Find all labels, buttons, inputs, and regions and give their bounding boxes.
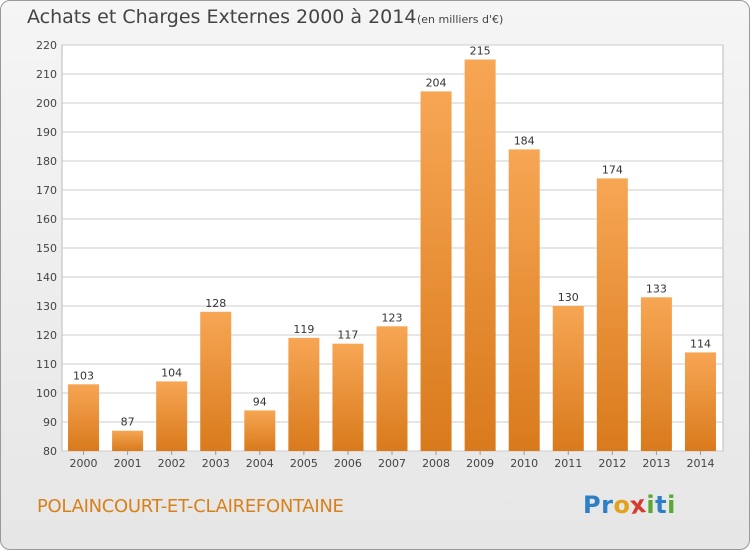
value-label-2010: 184 (514, 134, 535, 147)
x-tick-label-2010: 2010 (510, 457, 538, 470)
bar-2008 (420, 91, 452, 452)
value-label-2007: 123 (382, 311, 403, 324)
value-label-2003: 128 (205, 297, 226, 310)
logo-letter: i (646, 491, 656, 519)
bar-2003 (200, 311, 232, 451)
logo-letter: o (613, 491, 631, 519)
y-tick-label: 120 (36, 329, 57, 342)
value-label-2001: 87 (121, 416, 135, 429)
logo-letter: P (583, 491, 602, 519)
x-tick-label-2014: 2014 (686, 457, 714, 470)
bar-2012 (596, 178, 628, 451)
value-label-2009: 215 (470, 45, 491, 58)
y-tick-label: 140 (36, 271, 57, 284)
value-label-2014: 114 (690, 337, 711, 350)
bar-2005 (288, 337, 320, 451)
logo-letter: i (667, 491, 676, 519)
bar-2006 (332, 343, 364, 451)
value-label-2012: 174 (602, 163, 623, 176)
x-tick-label-2008: 2008 (422, 457, 450, 470)
bar-2011 (552, 306, 584, 451)
chart-title: Achats et Charges Externes 2000 à 2014 (27, 6, 417, 28)
y-tick-label: 150 (36, 242, 57, 255)
x-tick-label-2012: 2012 (598, 457, 626, 470)
x-tick-label-2001: 2001 (114, 457, 142, 470)
y-tick-label: 80 (43, 445, 57, 458)
x-tick-label-2011: 2011 (554, 457, 582, 470)
bar-2002 (156, 381, 188, 451)
value-label-2006: 117 (337, 329, 358, 342)
y-tick-label: 220 (36, 39, 57, 52)
x-tick-label-2002: 2002 (158, 457, 186, 470)
value-label-2008: 204 (426, 76, 447, 89)
y-tick-label: 200 (36, 97, 57, 110)
bar-2010 (508, 149, 540, 451)
x-tick-label-2005: 2005 (290, 457, 318, 470)
y-tick-label: 190 (36, 126, 57, 139)
x-tick-label-2009: 2009 (466, 457, 494, 470)
logo-letter: x (628, 490, 649, 520)
y-tick-label: 90 (43, 416, 57, 429)
x-tick-label-2004: 2004 (246, 457, 274, 470)
value-label-2000: 103 (73, 369, 94, 382)
x-tick-label-2013: 2013 (642, 457, 670, 470)
chart-subtitle: (en milliers d'€) (417, 13, 504, 26)
bar-2009 (464, 59, 496, 451)
value-label-2004: 94 (253, 395, 267, 408)
value-label-2011: 130 (558, 291, 579, 304)
logo-letter: t (655, 491, 668, 519)
value-label-2002: 104 (161, 366, 182, 379)
y-tick-label: 170 (36, 184, 57, 197)
y-tick-label: 130 (36, 300, 57, 313)
bar-2004 (244, 410, 276, 451)
bar-2014 (684, 352, 716, 451)
x-tick-label-2000: 2000 (70, 457, 98, 470)
x-tick-label-2007: 2007 (378, 457, 406, 470)
proxiti-logo: Proxiti (583, 490, 676, 520)
y-tick-label: 110 (36, 358, 57, 371)
y-tick-label: 210 (36, 68, 57, 81)
bar-2000 (68, 384, 100, 451)
logo-letter: r (601, 491, 614, 519)
y-tick-label: 160 (36, 213, 57, 226)
bar-2013 (640, 297, 672, 451)
y-tick-label: 180 (36, 155, 57, 168)
bar-2007 (376, 326, 408, 451)
y-tick-label: 100 (36, 387, 57, 400)
x-tick-label-2003: 2003 (202, 457, 230, 470)
value-label-2005: 119 (293, 323, 314, 336)
value-label-2013: 133 (646, 282, 667, 295)
bar-2001 (112, 430, 144, 451)
x-tick-label-2006: 2006 (334, 457, 362, 470)
commune-name: POLAINCOURT-ET-CLAIREFONTAINE (37, 496, 344, 517)
